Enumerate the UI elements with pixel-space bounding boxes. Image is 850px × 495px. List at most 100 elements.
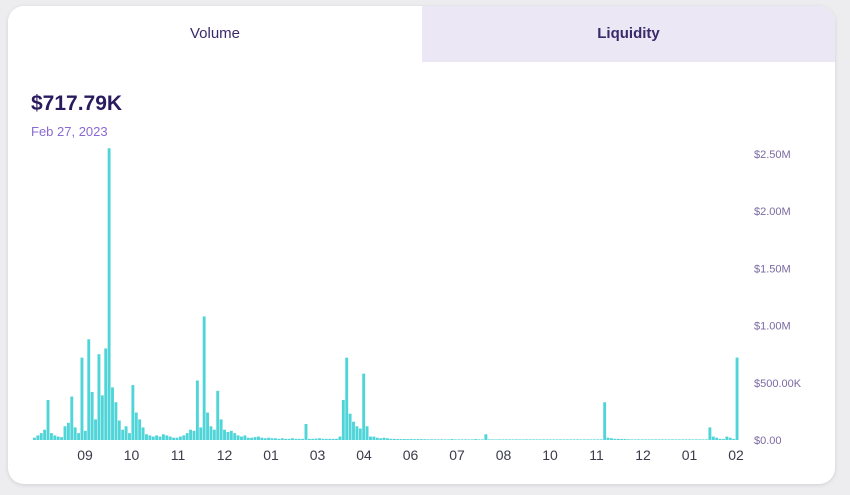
volume-bar xyxy=(138,419,142,440)
volume-bar xyxy=(487,439,491,440)
volume-bar xyxy=(297,438,301,440)
volume-bar xyxy=(117,420,121,440)
volume-bar xyxy=(83,430,87,440)
volume-bar xyxy=(603,402,607,440)
volume-bar xyxy=(426,439,430,440)
volume-bar xyxy=(77,433,81,440)
x-tick-label: 07 xyxy=(449,447,465,463)
volume-bar xyxy=(87,339,91,440)
volume-bar xyxy=(73,427,77,440)
volume-bar xyxy=(90,391,94,440)
tab-liquidity[interactable]: Liquidity xyxy=(422,6,835,62)
volume-bar xyxy=(711,436,715,440)
volume-bar xyxy=(192,430,196,440)
volume-bar xyxy=(430,439,434,440)
volume-bar xyxy=(501,439,505,440)
volume-bar xyxy=(722,439,725,440)
volume-bar xyxy=(589,439,593,440)
volume-bar xyxy=(53,435,57,440)
volume-bar xyxy=(599,439,603,440)
volume-bar xyxy=(728,437,732,440)
volume-bar xyxy=(637,439,641,440)
volume-bar xyxy=(195,380,199,440)
volume-bar xyxy=(382,437,386,440)
volume-bar xyxy=(406,439,410,440)
y-axis: $0.00 $500.00K $1.00M $1.50M $2.00M $2.50M xyxy=(754,149,802,447)
volume-bar xyxy=(155,435,159,440)
volume-bar xyxy=(263,438,267,440)
volume-bar xyxy=(39,433,43,440)
volume-bar xyxy=(270,438,274,440)
volume-bar xyxy=(413,439,417,440)
volume-bar xyxy=(552,439,556,440)
volume-bar xyxy=(206,412,209,440)
volume-bar xyxy=(677,439,681,440)
volume-bar xyxy=(389,438,393,440)
volume-bar xyxy=(148,435,152,440)
volume-bar xyxy=(348,413,352,440)
volume-bar xyxy=(165,435,169,440)
volume-bar xyxy=(250,437,254,440)
volume-bar xyxy=(559,439,562,440)
volume-bar xyxy=(586,439,590,440)
volume-bar xyxy=(701,439,705,440)
volume-bar xyxy=(674,439,678,440)
volume-bar xyxy=(66,422,70,440)
volume-bar xyxy=(508,439,512,440)
x-tick-label: 09 xyxy=(77,447,93,463)
volume-bar xyxy=(331,438,335,440)
volume-bar xyxy=(304,423,308,440)
volume-bar xyxy=(145,434,148,440)
x-tick-label: 08 xyxy=(496,447,512,463)
volume-bar xyxy=(453,439,457,440)
x-tick-label: 11 xyxy=(589,447,604,463)
volume-bar xyxy=(494,439,498,440)
volume-bar xyxy=(172,437,176,440)
volume-bar xyxy=(521,439,525,440)
volume-bar xyxy=(182,435,186,440)
volume-bar xyxy=(657,439,661,440)
volume-bar xyxy=(273,438,277,440)
x-tick-label: 01 xyxy=(263,447,279,463)
volume-bar xyxy=(694,439,698,440)
volume-bar xyxy=(671,439,675,440)
x-tick-label: 10 xyxy=(542,447,558,463)
volume-bar xyxy=(606,437,610,440)
volume-bar xyxy=(474,439,478,440)
volume-bar xyxy=(447,439,450,440)
volume-bar-chart[interactable]: $0.00 $500.00K $1.00M $1.50M $2.00M $2.50M 09… xyxy=(8,6,835,484)
y-tick-label: $2.50M xyxy=(754,149,791,161)
volume-bar xyxy=(419,439,423,440)
volume-bar xyxy=(630,439,634,440)
volume-bar xyxy=(718,438,722,440)
volume-bar xyxy=(209,426,213,440)
x-axis: 09 10 11 12 01 03 04 06 07 08 10 11 12 01 02 xyxy=(77,447,744,463)
volume-bar xyxy=(450,439,454,440)
volume-bar xyxy=(660,439,664,440)
volume-bar xyxy=(481,439,484,440)
tab-volume[interactable]: Volume xyxy=(8,6,422,62)
volume-bar xyxy=(538,439,542,440)
volume-bar xyxy=(284,438,288,440)
volume-bar xyxy=(535,439,539,440)
volume-bar xyxy=(386,438,389,440)
volume-bar xyxy=(280,438,284,440)
volume-bar xyxy=(321,438,325,440)
volume-bar xyxy=(440,439,444,440)
volume-bar xyxy=(294,438,298,440)
volume-bar xyxy=(640,439,644,440)
volume-bar xyxy=(134,412,138,440)
volume-bar xyxy=(36,435,40,440)
volume-bar xyxy=(60,437,64,440)
volume-bar xyxy=(246,437,250,440)
volume-amount: $717.79K xyxy=(31,92,123,115)
volume-bar xyxy=(569,439,573,440)
volume-bar xyxy=(43,429,47,440)
x-tick-label: 03 xyxy=(310,447,326,463)
volume-bar xyxy=(219,419,223,440)
volume-bar xyxy=(572,439,576,440)
volume-bar xyxy=(257,436,260,440)
volume-bar xyxy=(684,439,688,440)
volume-bar xyxy=(324,438,328,440)
volume-bar xyxy=(650,439,654,440)
